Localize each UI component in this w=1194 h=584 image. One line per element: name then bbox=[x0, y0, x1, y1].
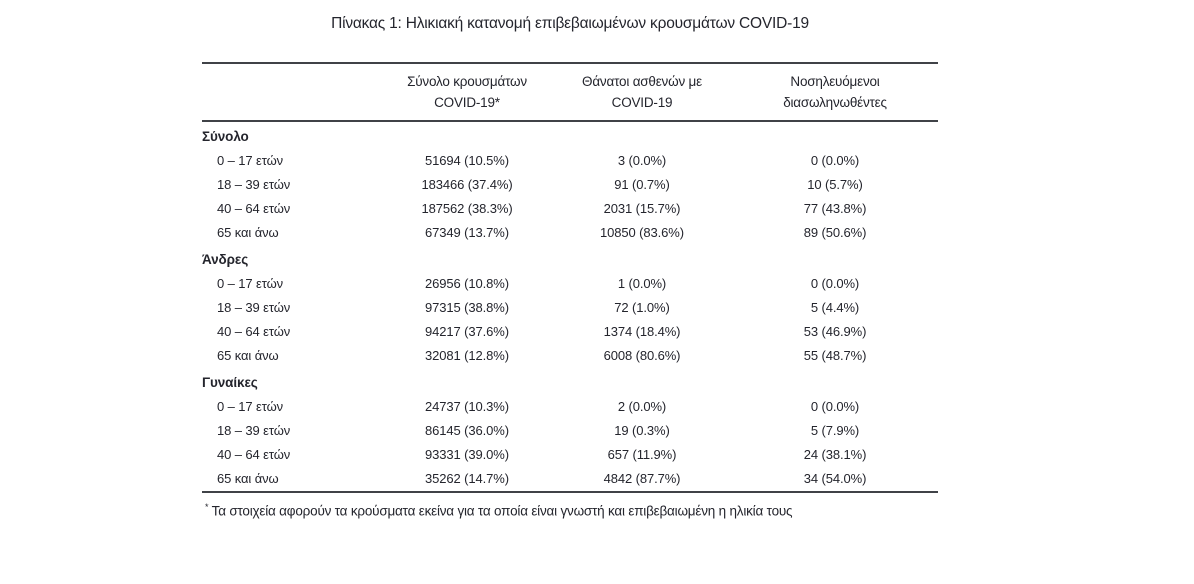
table-header: Σύνολο κρουσμάτων COVID-19* Θάνατοι ασθε… bbox=[202, 63, 938, 121]
section-label: Σύνολο bbox=[202, 129, 249, 144]
table-row: 40 – 64 ετών 94217 (37.6%) 1374 (18.4%) … bbox=[202, 320, 938, 344]
column-header-deaths: Θάνατοι ασθενών με COVID-19 bbox=[552, 63, 732, 121]
cases-cell: 35262 (14.7%) bbox=[425, 471, 509, 486]
cases-cell: 86145 (36.0%) bbox=[425, 423, 509, 438]
intubated-cell: 0 (0.0%) bbox=[810, 276, 860, 291]
table-row: 65 και άνω 32081 (12.8%) 6008 (80.6%) 55… bbox=[202, 344, 938, 368]
intubated-cell: 10 (5.7%) bbox=[807, 177, 863, 192]
table-row: 18 – 39 ετών 97315 (38.8%) 72 (1.0%) 5 (… bbox=[202, 296, 938, 320]
cases-cell: 93331 (39.0%) bbox=[425, 447, 509, 462]
cases-cell: 32081 (12.8%) bbox=[425, 348, 509, 363]
section-row-women: Γυναίκες bbox=[202, 368, 938, 395]
section-row-total: Σύνολο bbox=[202, 121, 938, 149]
section-label: Άνδρες bbox=[202, 252, 249, 267]
table-row: 65 και άνω 35262 (14.7%) 4842 (87.7%) 34… bbox=[202, 467, 938, 492]
cases-cell: 26956 (10.8%) bbox=[425, 276, 509, 291]
column-header-cases: Σύνολο κρουσμάτων COVID-19* bbox=[382, 63, 552, 121]
header-row: Σύνολο κρουσμάτων COVID-19* Θάνατοι ασθε… bbox=[202, 63, 938, 121]
table-row: 40 – 64 ετών 93331 (39.0%) 657 (11.9%) 2… bbox=[202, 443, 938, 467]
table-row: 0 – 17 ετών 26956 (10.8%) 1 (0.0%) 0 (0.… bbox=[202, 272, 938, 296]
table-row: 0 – 17 ετών 51694 (10.5%) 3 (0.0%) 0 (0.… bbox=[202, 149, 938, 173]
age-label-cell: 65 και άνω bbox=[217, 471, 279, 486]
deaths-cell: 3 (0.0%) bbox=[617, 153, 667, 168]
header-line: COVID-19 bbox=[611, 95, 673, 110]
cases-cell: 187562 (38.3%) bbox=[421, 201, 513, 216]
footnote-marker: * bbox=[205, 502, 209, 512]
column-header-intubated: Νοσηλευόμενοι διασωληνωθέντες bbox=[732, 63, 938, 121]
deaths-cell: 6008 (80.6%) bbox=[603, 348, 681, 363]
cases-cell: 94217 (37.6%) bbox=[425, 324, 509, 339]
deaths-cell: 72 (1.0%) bbox=[614, 300, 670, 315]
intubated-cell: 0 (0.0%) bbox=[810, 399, 860, 414]
intubated-cell: 34 (54.0%) bbox=[803, 471, 867, 486]
age-label-cell: 0 – 17 ετών bbox=[217, 153, 284, 168]
intubated-cell: 77 (43.8%) bbox=[803, 201, 867, 216]
footnote: * Τα στοιχεία αφορούν τα κρούσματα εκείν… bbox=[202, 498, 938, 521]
age-label-cell: 65 και άνω bbox=[217, 348, 279, 363]
age-label-cell: 40 – 64 ετών bbox=[217, 447, 291, 462]
deaths-cell: 4842 (87.7%) bbox=[603, 471, 681, 486]
cases-cell: 183466 (37.4%) bbox=[421, 177, 513, 192]
age-label-cell: 65 και άνω bbox=[217, 225, 279, 240]
intubated-cell: 5 (7.9%) bbox=[810, 423, 860, 438]
intubated-cell: 5 (4.4%) bbox=[810, 300, 860, 315]
table-row: 40 – 64 ετών 187562 (38.3%) 2031 (15.7%)… bbox=[202, 197, 938, 221]
cases-cell: 51694 (10.5%) bbox=[425, 153, 509, 168]
age-label-cell: 18 – 39 ετών bbox=[217, 177, 291, 192]
report-table-panel: Πίνακας 1: Ηλικιακή κατανομή επιβεβαιωμέ… bbox=[202, 14, 938, 521]
intubated-cell: 53 (46.9%) bbox=[803, 324, 867, 339]
header-line: Θάνατοι ασθενών με bbox=[582, 74, 702, 89]
deaths-cell: 2 (0.0%) bbox=[617, 399, 667, 414]
deaths-cell: 10850 (83.6%) bbox=[600, 225, 684, 240]
age-label-cell: 0 – 17 ετών bbox=[217, 399, 284, 414]
header-line: διασωληνωθέντες bbox=[783, 95, 887, 110]
table-row: 18 – 39 ετών 183466 (37.4%) 91 (0.7%) 10… bbox=[202, 173, 938, 197]
table-body: Σύνολο 0 – 17 ετών 51694 (10.5%) 3 (0.0%… bbox=[202, 121, 938, 492]
table-row: 18 – 39 ετών 86145 (36.0%) 19 (0.3%) 5 (… bbox=[202, 419, 938, 443]
section-label: Γυναίκες bbox=[202, 375, 258, 390]
footnote-text: Τα στοιχεία αφορούν τα κρούσματα εκείνα … bbox=[211, 503, 793, 519]
age-label-cell: 18 – 39 ετών bbox=[217, 300, 291, 315]
age-label-cell: 0 – 17 ετών bbox=[217, 276, 284, 291]
deaths-cell: 1 (0.0%) bbox=[617, 276, 667, 291]
column-header-empty bbox=[202, 63, 382, 121]
intubated-cell: 24 (38.1%) bbox=[803, 447, 867, 462]
deaths-cell: 1374 (18.4%) bbox=[603, 324, 681, 339]
table-title: Πίνακας 1: Ηλικιακή κατανομή επιβεβαιωμέ… bbox=[331, 15, 809, 32]
age-label-cell: 40 – 64 ετών bbox=[217, 324, 291, 339]
cases-cell: 24737 (10.3%) bbox=[425, 399, 509, 414]
age-label-cell: 18 – 39 ετών bbox=[217, 423, 291, 438]
header-line: COVID-19* bbox=[434, 95, 500, 110]
deaths-cell: 2031 (15.7%) bbox=[603, 201, 681, 216]
header-line: Σύνολο κρουσμάτων bbox=[407, 74, 527, 89]
intubated-cell: 0 (0.0%) bbox=[810, 153, 860, 168]
table-row: 0 – 17 ετών 24737 (10.3%) 2 (0.0%) 0 (0.… bbox=[202, 395, 938, 419]
cases-cell: 67349 (13.7%) bbox=[425, 225, 509, 240]
age-label-cell: 40 – 64 ετών bbox=[217, 201, 291, 216]
section-row-men: Άνδρες bbox=[202, 245, 938, 272]
table-row: 65 και άνω 67349 (13.7%) 10850 (83.6%) 8… bbox=[202, 221, 938, 245]
cases-cell: 97315 (38.8%) bbox=[425, 300, 509, 315]
header-line: Νοσηλευόμενοι bbox=[790, 74, 880, 89]
intubated-cell: 89 (50.6%) bbox=[803, 225, 867, 240]
deaths-cell: 19 (0.3%) bbox=[614, 423, 670, 438]
deaths-cell: 657 (11.9%) bbox=[607, 447, 677, 462]
deaths-cell: 91 (0.7%) bbox=[614, 177, 670, 192]
intubated-cell: 55 (48.7%) bbox=[803, 348, 867, 363]
covid-age-distribution-table: Σύνολο κρουσμάτων COVID-19* Θάνατοι ασθε… bbox=[202, 62, 938, 493]
